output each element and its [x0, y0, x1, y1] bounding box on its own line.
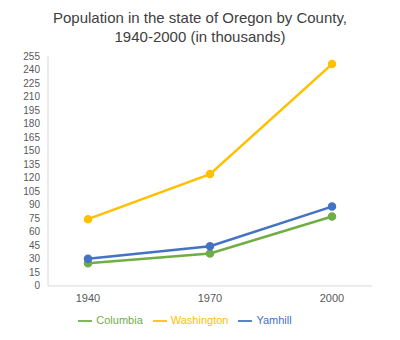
html-text:Population in the state of Ore: Population in the state of Oregon by Cou…	[53, 9, 347, 45]
svg-text:120: 120	[23, 172, 40, 183]
svg-text:1940: 1940	[76, 292, 100, 304]
svg-text:210: 210	[23, 91, 40, 102]
svg-text:225: 225	[23, 78, 40, 89]
svg-text:165: 165	[23, 132, 40, 143]
svg-text:60: 60	[29, 226, 41, 237]
svg-text:240: 240	[23, 64, 40, 75]
svg-text:255: 255	[23, 51, 40, 62]
html-text:Columbia: Columbia	[96, 313, 143, 326]
html-text:Washington: Washington	[170, 313, 229, 326]
svg-text:75: 75	[29, 213, 41, 224]
svg-text:195: 195	[23, 105, 40, 116]
svg-text:2000: 2000	[320, 292, 344, 304]
html-text:Yamhill: Yamhill	[256, 313, 292, 326]
svg-text:150: 150	[23, 145, 40, 156]
svg-text:105: 105	[23, 186, 40, 197]
svg-text:15: 15	[29, 267, 41, 278]
svg-text:180: 180	[23, 118, 40, 129]
svg-text:30: 30	[29, 253, 41, 264]
svg-text:1970: 1970	[198, 292, 222, 304]
svg-text:45: 45	[29, 240, 41, 251]
svg-text:0: 0	[34, 280, 40, 291]
svg-text:90: 90	[29, 199, 41, 210]
svg-text:135: 135	[23, 159, 40, 170]
